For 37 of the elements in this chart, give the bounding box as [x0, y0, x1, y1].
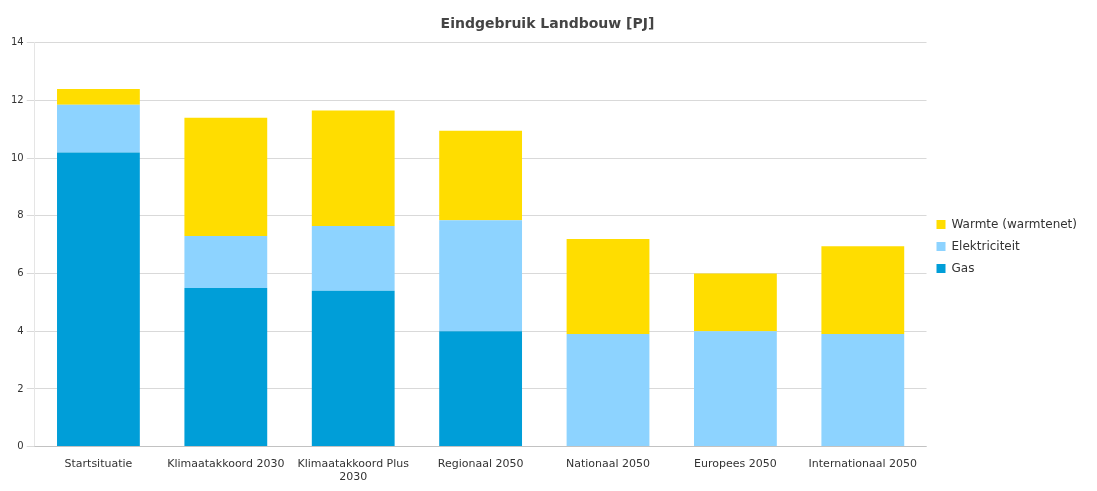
x-tick-label: Internationaal 2050: [808, 457, 918, 471]
y-tick-label: 12: [10, 94, 24, 106]
x-tick-label: Regionaal 2050: [437, 457, 524, 471]
y-tick-label: 4: [17, 324, 24, 336]
y-tick-label: 14: [10, 36, 24, 48]
bar: [821, 334, 905, 447]
legend-label: Elektriciteit: [951, 238, 1021, 253]
bar: [439, 130, 523, 221]
bar: [694, 331, 777, 447]
bar: [57, 152, 140, 447]
chart-title: Eindgebruik Landbouw [PJ]: [440, 15, 655, 32]
bar: [439, 331, 523, 447]
legend-label: Gas: [951, 260, 975, 275]
y-tick-label: 8: [17, 209, 24, 221]
y-tick-label: 0: [17, 440, 24, 452]
bar: [184, 287, 268, 447]
bar: [311, 290, 395, 447]
bar: [311, 225, 395, 291]
bar: [694, 273, 777, 332]
bar: [57, 104, 140, 153]
legend-label: Warmte (warmtenet): [951, 216, 1078, 231]
bar: [566, 238, 650, 335]
bar: [57, 88, 140, 105]
x-tick-label: Europees 2050: [694, 457, 777, 471]
y-tick-label: 10: [10, 151, 24, 163]
x-tick-label: Startsituatie: [64, 457, 133, 471]
bar: [311, 110, 395, 226]
x-tick-label: Klimaatakkoord 2030: [167, 457, 285, 471]
bar: [184, 236, 268, 288]
bar: [439, 220, 523, 332]
bar: [184, 117, 268, 237]
bar: [821, 246, 905, 335]
y-tick-label: 6: [17, 267, 24, 279]
bar: [566, 334, 650, 447]
y-tick-label: 2: [17, 382, 24, 394]
x-tick-label: Nationaal 2050: [565, 457, 651, 471]
x-tick-label: Klimaatakkoord Plus 2030: [297, 457, 410, 484]
